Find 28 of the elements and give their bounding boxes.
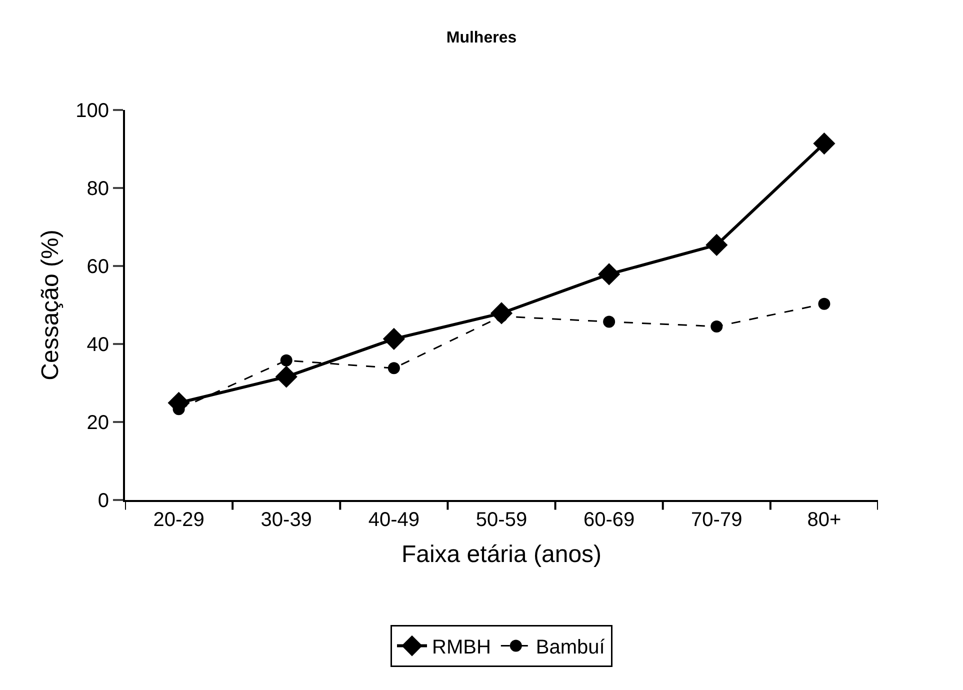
point xyxy=(813,132,836,155)
point xyxy=(603,316,616,328)
y-tick-label: 0 xyxy=(98,490,109,512)
point xyxy=(598,263,620,286)
chart-title: Mulheres xyxy=(446,29,517,46)
y-tick-label: 60 xyxy=(86,256,109,278)
x-tick-label: 70-79 xyxy=(691,509,742,531)
y-tick-label: 40 xyxy=(86,334,109,356)
x-tick-label: 60-69 xyxy=(583,509,635,531)
point xyxy=(710,320,723,332)
x-tick-label: 50-59 xyxy=(476,509,528,531)
y-tick-label: 100 xyxy=(76,100,109,122)
point xyxy=(280,354,292,366)
legend-label: RMBH xyxy=(432,636,491,659)
y-tick-label: 80 xyxy=(86,178,109,200)
y-axis-title: Cessação (%) xyxy=(37,230,64,380)
point xyxy=(818,298,830,310)
x-tick-label: 40-49 xyxy=(368,509,420,531)
x-tick-label: 80+ xyxy=(807,509,842,531)
point xyxy=(388,362,400,374)
x-axis-title: Faixa etária (anos) xyxy=(401,540,602,568)
legend-label: Bambuí xyxy=(536,636,606,659)
point xyxy=(275,366,298,388)
point xyxy=(706,234,728,256)
x-tick-label: 20-29 xyxy=(153,509,204,531)
point xyxy=(382,328,405,350)
y-tick-label: 20 xyxy=(86,412,109,434)
x-tick-label: 30-39 xyxy=(260,509,312,531)
